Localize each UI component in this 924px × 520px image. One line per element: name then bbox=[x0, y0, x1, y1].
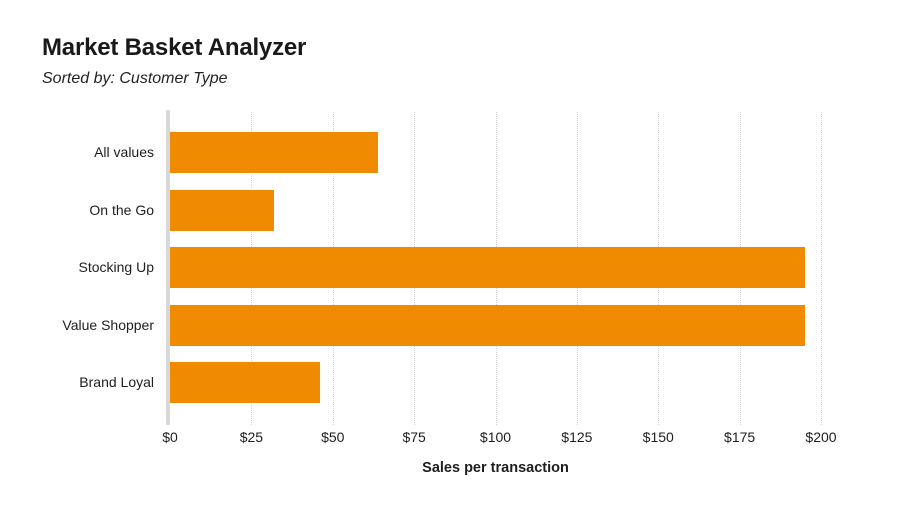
x-tick-label: $75 bbox=[402, 429, 426, 445]
gridline bbox=[821, 112, 822, 425]
plot-area bbox=[170, 112, 822, 425]
bar-on-the-go[interactable] bbox=[170, 189, 275, 231]
bar-brand-loyal[interactable] bbox=[170, 362, 320, 403]
bar-all-values[interactable] bbox=[170, 132, 379, 173]
category-label: Brand Loyal bbox=[79, 374, 154, 390]
y-axis-zero-line bbox=[166, 110, 170, 425]
x-tick-label: $175 bbox=[724, 429, 756, 445]
category-label: Value Shopper bbox=[62, 316, 154, 333]
x-tick-label: $50 bbox=[321, 429, 345, 445]
category-label: Stocking Up bbox=[78, 259, 154, 275]
x-tick-label: $150 bbox=[642, 429, 674, 445]
x-tick-label: $125 bbox=[561, 429, 593, 445]
x-tick-label: $200 bbox=[805, 429, 837, 445]
bar-value-shopper[interactable] bbox=[170, 304, 805, 346]
page-title: Market Basket Analyzer bbox=[42, 34, 307, 61]
x-tick-label: $0 bbox=[162, 429, 178, 445]
x-tick-label: $100 bbox=[479, 429, 512, 445]
x-axis-ticks: $0 $25 $50 $75 $100 $125 $150 $175 $200 bbox=[162, 429, 836, 447]
sort-status-text: Sorted by: Customer Type bbox=[42, 70, 228, 87]
category-label: All values bbox=[94, 144, 154, 160]
x-axis-title: Sales per transaction bbox=[422, 460, 569, 476]
bar-stocking-up[interactable] bbox=[170, 247, 805, 288]
category-label: On the Go bbox=[89, 201, 154, 218]
x-tick-label: $25 bbox=[239, 429, 264, 445]
category-axis-labels: All values On the Go Stocking Up Value Shop… bbox=[0, 115, 154, 425]
